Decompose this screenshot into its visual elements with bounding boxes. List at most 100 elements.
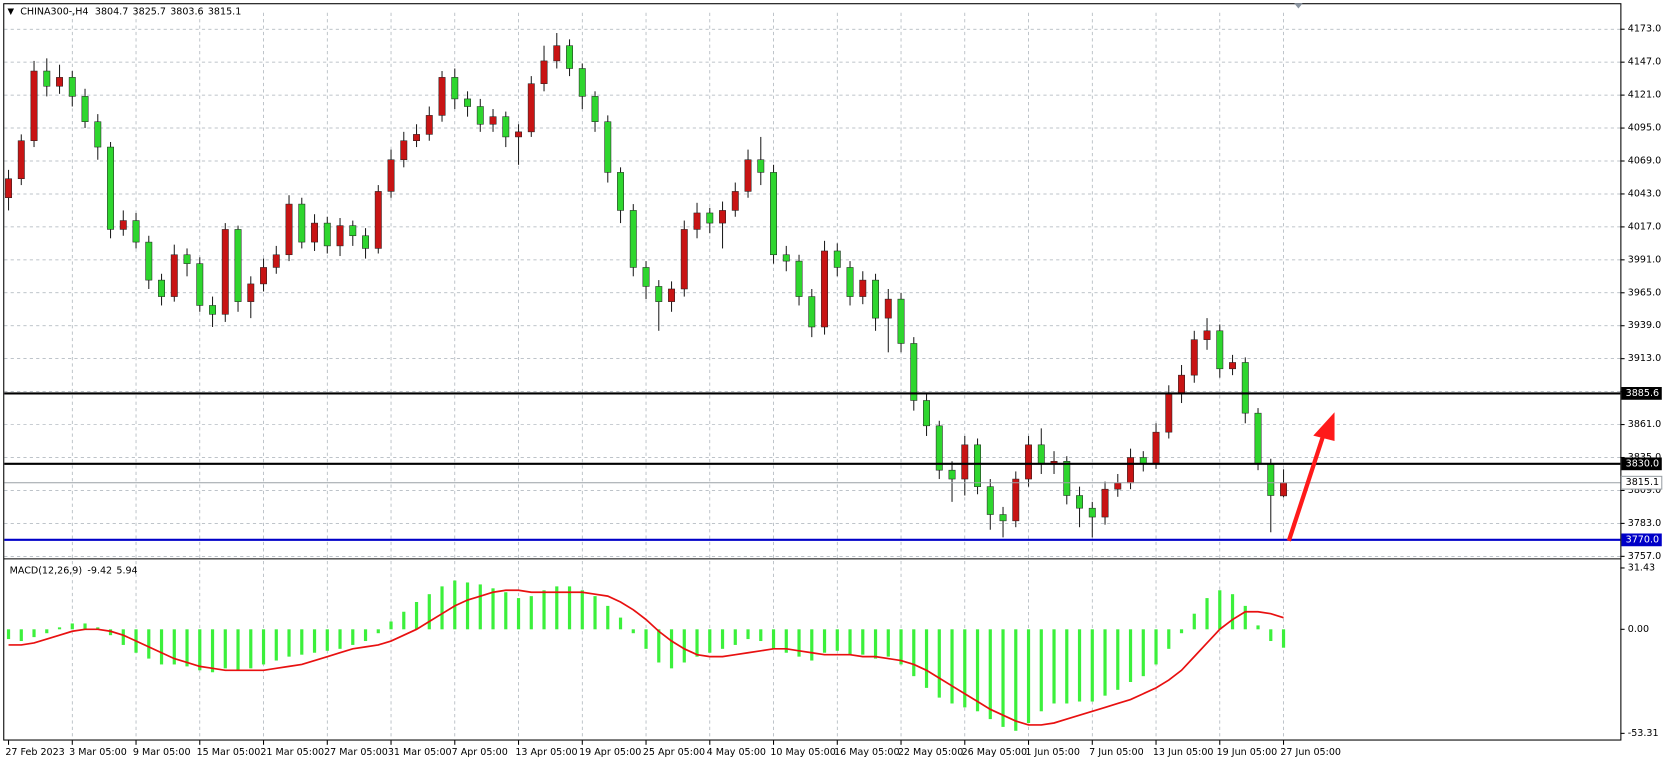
candle-body	[170, 254, 178, 297]
candle-body	[515, 131, 522, 138]
candle-body	[1127, 457, 1134, 484]
macd-bar	[682, 629, 686, 663]
macd-bar	[363, 629, 368, 642]
macd-bar	[389, 621, 393, 630]
macd-bar	[797, 629, 801, 657]
candle-body	[642, 267, 650, 287]
macd-header: MACD(12,26,9) -9.42 5.94	[10, 565, 138, 576]
x-tick-label: 3 Mar 05:00	[69, 747, 127, 758]
candle-body	[1267, 463, 1275, 496]
menu-arrow[interactable]: ▼	[7, 7, 14, 17]
candle-body	[1076, 495, 1083, 509]
chart-frame	[3, 3, 1622, 741]
candle-body	[859, 279, 867, 297]
macd-main-value: -9.42	[87, 565, 112, 576]
macd-bar	[1243, 605, 1247, 630]
candle-body	[1241, 362, 1249, 414]
level-box	[1621, 533, 1662, 547]
macd-bar	[223, 629, 227, 669]
level-label: 3885.6	[1626, 388, 1659, 399]
candle-body	[1203, 330, 1211, 340]
macd-bar	[45, 629, 49, 634]
candle-body	[948, 469, 956, 480]
trend-arrow	[1286, 412, 1335, 542]
macd-bar	[1269, 629, 1273, 642]
macd-bar	[249, 629, 253, 669]
symbol: CHINA300-,H4	[20, 6, 88, 17]
candle-body	[221, 229, 229, 315]
y-tick-label: 0.00	[1628, 624, 1649, 635]
macd-bar	[631, 629, 635, 634]
macd-bar	[210, 629, 215, 673]
candle-body	[1114, 482, 1122, 490]
x-tick-label: 4 May 05:00	[707, 747, 766, 758]
candle-body	[94, 121, 102, 148]
arrow-head	[1313, 412, 1335, 441]
macd-bar	[873, 629, 878, 659]
candle-body	[1063, 461, 1071, 496]
x-tick-label: 27 Feb 2023	[5, 747, 64, 758]
macd-bar	[351, 629, 355, 645]
candle-body	[336, 225, 344, 247]
candle-body	[629, 210, 637, 268]
y-tick-label: -53.31	[1628, 728, 1659, 739]
candle-body	[591, 96, 599, 122]
macd-bar	[108, 629, 113, 636]
macd-bar	[1014, 629, 1018, 731]
macd-bar	[759, 629, 763, 642]
macd-bar	[924, 629, 929, 688]
macd-bar	[1052, 629, 1056, 704]
y-tick-label: 4069.0	[1628, 156, 1661, 167]
macd-bar	[236, 629, 240, 671]
macd-bar	[491, 588, 495, 630]
candle-body	[1037, 444, 1045, 465]
macd-bar	[733, 629, 737, 645]
macd-bar	[835, 629, 839, 651]
x-tick-label: 21 Mar 05:00	[260, 747, 324, 758]
candle-body	[872, 279, 879, 319]
macd-bar	[300, 629, 304, 655]
candle-body	[298, 203, 306, 243]
macd-bar	[1065, 629, 1069, 704]
candle-body	[413, 134, 420, 141]
candle-body	[553, 45, 561, 62]
candle-body	[349, 225, 357, 237]
candle-body	[808, 296, 816, 328]
y-tick-label: 4173.0	[1628, 24, 1661, 35]
candle-body	[132, 220, 140, 243]
macd-bar	[618, 617, 623, 630]
macd-bar	[147, 629, 151, 659]
candle-body	[1088, 507, 1096, 518]
candle-body	[680, 229, 688, 290]
candle-body	[119, 220, 127, 230]
macd-bar	[414, 601, 419, 630]
macd-bar	[453, 580, 457, 630]
macd-bar	[695, 629, 699, 657]
macd-bar	[542, 590, 546, 630]
candle-body	[1178, 374, 1185, 395]
x-tick-label: 25 Apr 05:00	[643, 747, 705, 758]
candle-body	[1254, 412, 1262, 465]
macd-bar	[96, 627, 100, 630]
shift-marker[interactable]	[1294, 3, 1303, 9]
candle-body	[260, 267, 267, 285]
macd-bar	[644, 629, 648, 649]
candle-body	[489, 116, 497, 125]
candle-body	[935, 425, 943, 471]
x-tick-label: 22 May 05:00	[898, 747, 963, 758]
candle-body	[145, 241, 153, 281]
macd-bar	[1154, 629, 1158, 665]
macd-bar	[121, 629, 125, 645]
candle-body	[731, 191, 739, 211]
candle-body	[578, 68, 586, 97]
x-tick-label: 16 May 05:00	[834, 747, 899, 758]
candle-body	[158, 279, 165, 297]
macd-bar	[6, 629, 11, 640]
macd-bar	[1103, 629, 1107, 696]
x-tick-label: 13 Apr 05:00	[515, 747, 577, 758]
macd-bar	[1077, 629, 1082, 702]
y-tick-label: 3809.0	[1628, 485, 1661, 496]
macd-bar	[376, 629, 380, 634]
level-label: 3770.0	[1626, 534, 1659, 545]
